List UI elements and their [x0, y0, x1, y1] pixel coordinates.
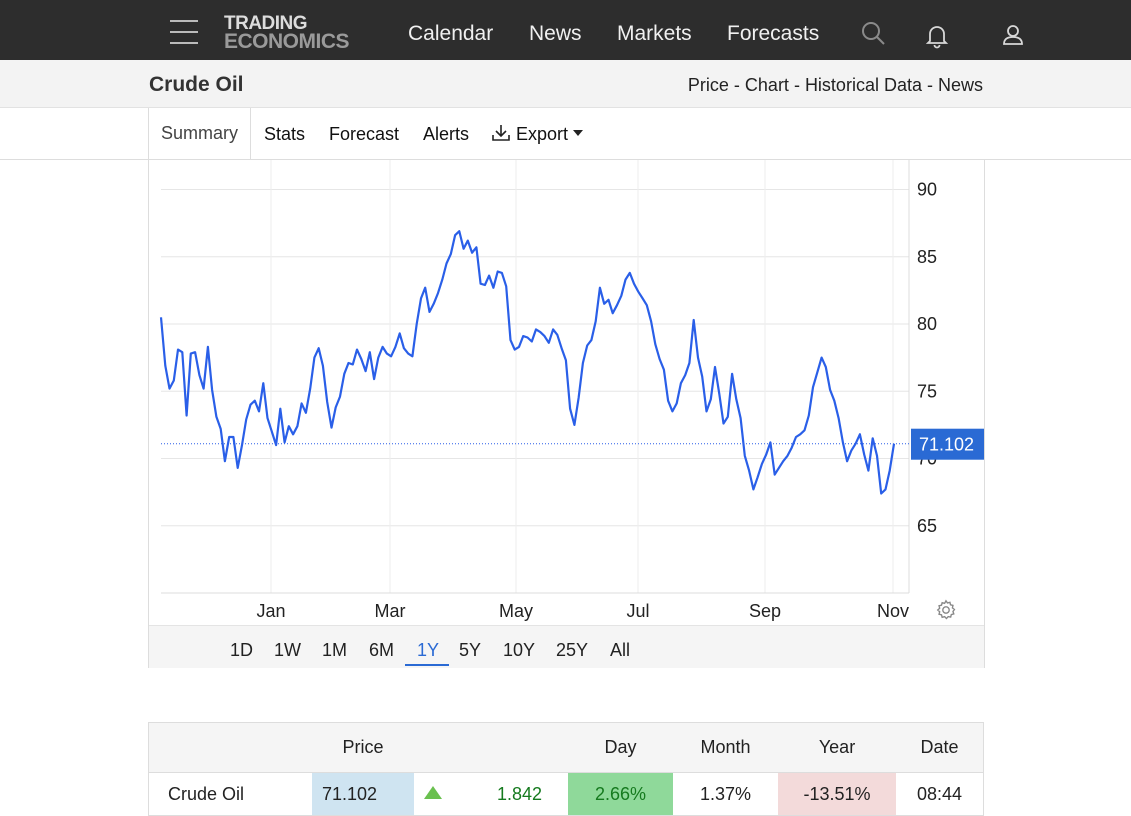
range-1m[interactable]: 1M	[322, 640, 348, 660]
cell-arrow	[414, 772, 452, 816]
y-tick-label: 65	[917, 516, 937, 536]
search-icon[interactable]	[861, 21, 887, 47]
x-tick-label: Jul	[626, 601, 649, 621]
col-header-price: Price	[312, 722, 414, 773]
cell-name[interactable]: Crude Oil	[148, 772, 312, 816]
export-label: Export	[516, 124, 569, 144]
col-header-arrow	[414, 722, 452, 773]
cell-price: 71.102	[312, 772, 414, 816]
nav-forecasts[interactable]: Forecasts	[727, 22, 820, 45]
logo[interactable]: TRADING ECONOMICS	[224, 13, 350, 53]
last-price-label: 71.102	[919, 435, 974, 455]
user-icon[interactable]	[1001, 23, 1025, 47]
col-header-change	[452, 722, 568, 773]
x-tick-label: May	[499, 601, 533, 621]
range-1w[interactable]: 1W	[274, 640, 301, 660]
y-tick-label: 85	[917, 247, 937, 267]
link-chart[interactable]: Chart	[744, 75, 789, 95]
table-header-row: Price Day Month Year Date	[148, 722, 984, 773]
cell-month: 1.37%	[673, 772, 778, 816]
top-navigation-bar: TRADING ECONOMICS Calendar News Markets …	[0, 0, 1131, 60]
download-icon	[492, 125, 510, 141]
link-separator: -	[788, 75, 805, 95]
tab-export[interactable]: Export	[491, 124, 584, 145]
range-1d[interactable]: 1D	[230, 640, 254, 660]
cell-day: 2.66%	[568, 772, 673, 816]
range-all[interactable]: All	[610, 640, 631, 660]
cell-date: 08:44	[896, 772, 984, 816]
quotes-table: Price Day Month Year Date Crude Oil 71.1…	[148, 722, 984, 816]
nav-calendar[interactable]: Calendar	[408, 22, 494, 45]
tab-summary[interactable]: Summary	[148, 108, 251, 159]
nav-markets[interactable]: Markets	[617, 22, 692, 45]
logo-line1: TRADING	[224, 13, 308, 34]
col-header-month: Month	[673, 722, 778, 773]
range-10y[interactable]: 10Y	[503, 640, 536, 660]
tab-forecast[interactable]: Forecast	[329, 124, 400, 144]
y-tick-label: 80	[917, 314, 937, 334]
x-tick-label: Nov	[877, 601, 909, 621]
range-1y[interactable]: 1Y	[417, 640, 440, 660]
link-separator: -	[728, 75, 745, 95]
range-6m[interactable]: 6M	[369, 640, 395, 660]
x-tick-label: Jan	[256, 601, 285, 621]
price-series-line	[159, 230, 896, 495]
col-header-day: Day	[568, 722, 673, 773]
col-header-name	[148, 722, 312, 773]
menu-icon[interactable]	[170, 20, 198, 44]
page-title: Crude Oil	[149, 73, 244, 96]
bell-icon[interactable]	[925, 23, 949, 49]
cell-year: -13.51%	[778, 772, 896, 816]
section-links: Price - Chart - Historical Data - News	[688, 75, 983, 96]
x-tick-label: Sep	[749, 601, 781, 621]
caret-down-icon	[573, 130, 584, 136]
nav-news[interactable]: News	[529, 22, 582, 45]
link-news[interactable]: News	[937, 75, 983, 95]
range-selector: 1D 1W 1M 6M 1Y 5Y 10Y 25Y All	[149, 625, 984, 668]
logo-line2: ECONOMICS	[224, 30, 350, 53]
y-tick-label: 90	[917, 180, 937, 200]
col-header-date: Date	[896, 722, 984, 773]
tab-stats[interactable]: Stats	[264, 124, 306, 144]
tabs-bar: Summary Stats Forecast Alerts Export	[0, 108, 1131, 160]
range-5y[interactable]: 5Y	[459, 640, 482, 660]
range-25y[interactable]: 25Y	[556, 640, 589, 660]
table-row[interactable]: Crude Oil 71.102 1.842 2.66% 1.37% -13.5…	[148, 772, 984, 816]
instrument-header: Crude Oil Price - Chart - Historical Dat…	[0, 60, 1131, 108]
active-range-underline	[405, 664, 449, 666]
settings-gear-icon[interactable]	[935, 599, 957, 621]
link-separator: -	[921, 75, 938, 95]
col-header-year: Year	[778, 722, 896, 773]
cell-change: 1.842	[452, 772, 568, 816]
y-tick-label: 75	[917, 381, 937, 401]
link-price[interactable]: Price	[687, 75, 729, 95]
link-historical-data[interactable]: Historical Data	[804, 75, 922, 95]
arrow-up-icon	[424, 785, 442, 799]
x-tick-label: Mar	[375, 601, 406, 621]
tab-alerts[interactable]: Alerts	[423, 124, 470, 144]
last-price-box	[911, 428, 984, 460]
